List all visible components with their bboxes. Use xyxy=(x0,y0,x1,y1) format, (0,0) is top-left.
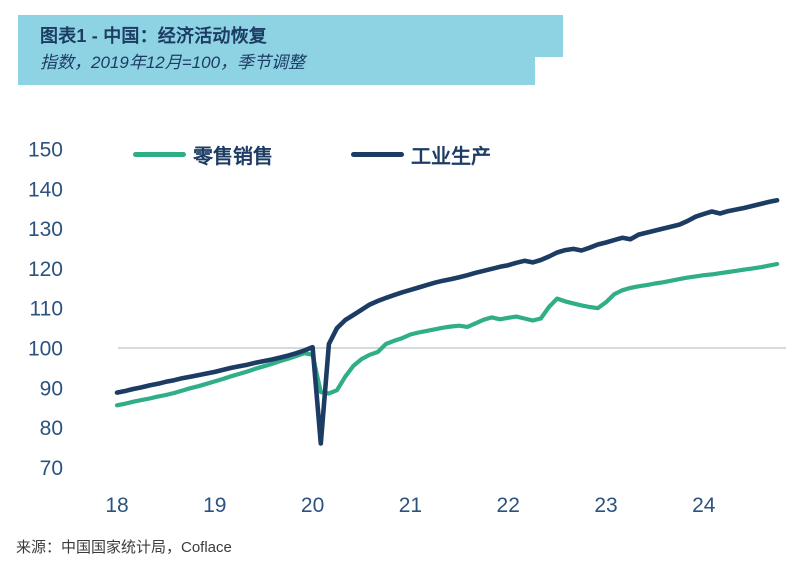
y-tick-label: 110 xyxy=(30,298,63,321)
x-tick-label: 21 xyxy=(399,494,422,517)
banner-band-top xyxy=(18,15,563,57)
y-tick-label: 150 xyxy=(28,139,63,162)
legend-item-industrial-production: 工业生产 xyxy=(351,142,491,168)
y-tick-label: 130 xyxy=(28,218,63,241)
y-tick-label: 140 xyxy=(28,178,63,201)
y-tick-label: 70 xyxy=(40,457,63,480)
x-tick-label: 22 xyxy=(497,494,520,517)
x-tick-label: 19 xyxy=(203,494,226,517)
y-tick-label: 100 xyxy=(28,338,63,361)
legend-label-industrial-production: 工业生产 xyxy=(411,145,491,168)
y-tick-label: 120 xyxy=(28,258,63,281)
retail-sales-line-swatch xyxy=(133,151,186,157)
y-tick-label: 80 xyxy=(40,417,63,440)
x-tick-label: 20 xyxy=(301,494,324,517)
industrial-production-line xyxy=(114,198,780,446)
x-tick-label: 23 xyxy=(594,494,617,517)
chart-title-banner: 图表1 - 中国：经济活动恢复 指数，2019年12月=100，季节调整 xyxy=(18,15,563,85)
chart-subtitle: 指数，2019年12月=100，季节调整 xyxy=(40,53,306,72)
banner-band-bottom xyxy=(18,57,535,85)
retail-sales-line xyxy=(114,261,780,408)
y-tick-label: 90 xyxy=(40,377,63,400)
x-tick-label: 24 xyxy=(692,494,716,517)
source-note: 来源：中国国家统计局，Coflace xyxy=(16,539,232,556)
chart-title: 图表1 - 中国：经济活动恢复 xyxy=(40,26,268,46)
legend-label-retail-sales: 零售销售 xyxy=(193,145,273,168)
industrial-production-line-swatch xyxy=(351,151,404,157)
legend-item-retail-sales: 零售销售 xyxy=(133,142,273,168)
x-tick-label: 18 xyxy=(105,494,128,517)
